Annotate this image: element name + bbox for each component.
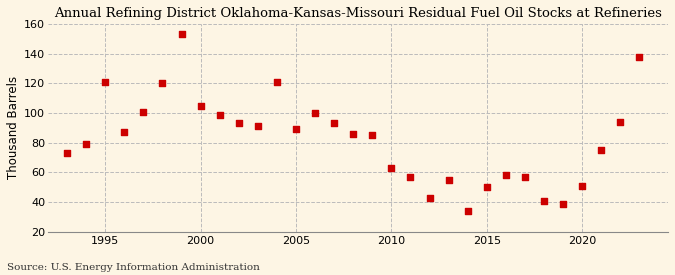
- Point: [539, 199, 549, 203]
- Text: Source: U.S. Energy Information Administration: Source: U.S. Energy Information Administ…: [7, 263, 260, 272]
- Y-axis label: Thousand Barrels: Thousand Barrels: [7, 76, 20, 180]
- Point: [367, 133, 378, 138]
- Title: Annual Refining District Oklahoma-Kansas-Missouri Residual Fuel Oil Stocks at Re: Annual Refining District Oklahoma-Kansas…: [54, 7, 662, 20]
- Point: [234, 121, 244, 126]
- Point: [596, 148, 607, 152]
- Point: [386, 166, 397, 170]
- Point: [61, 151, 72, 155]
- Point: [119, 130, 130, 134]
- Point: [577, 184, 588, 188]
- Point: [176, 32, 187, 37]
- Point: [195, 103, 206, 108]
- Point: [462, 209, 473, 213]
- Point: [157, 81, 168, 86]
- Point: [500, 173, 511, 178]
- Point: [138, 109, 148, 114]
- Point: [424, 196, 435, 200]
- Point: [615, 120, 626, 124]
- Point: [481, 185, 492, 189]
- Point: [81, 142, 92, 146]
- Point: [329, 121, 340, 126]
- Point: [348, 132, 358, 136]
- Point: [558, 202, 568, 206]
- Point: [405, 175, 416, 179]
- Point: [100, 80, 111, 84]
- Point: [310, 111, 321, 115]
- Point: [520, 175, 531, 179]
- Point: [215, 112, 225, 117]
- Point: [443, 178, 454, 182]
- Point: [634, 54, 645, 59]
- Point: [291, 127, 302, 131]
- Point: [271, 80, 282, 84]
- Point: [252, 124, 263, 129]
